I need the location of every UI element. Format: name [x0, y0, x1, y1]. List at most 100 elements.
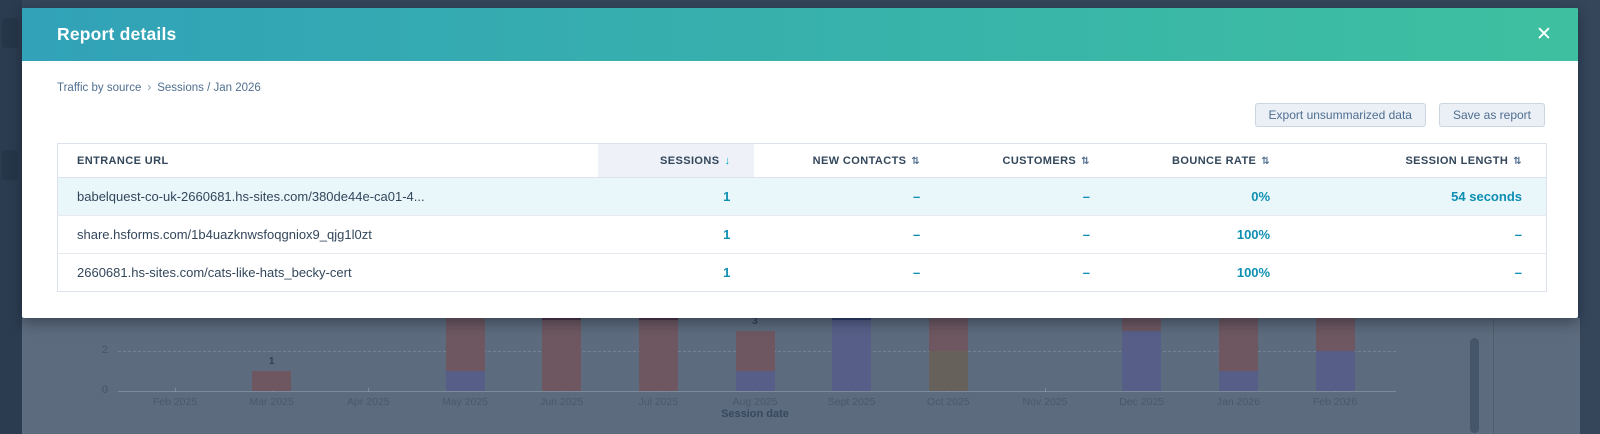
sidebar-hint — [2, 18, 18, 48]
bar-segment-red — [1122, 318, 1162, 331]
close-button[interactable]: ✕ — [1530, 21, 1558, 49]
bar-segment-maroon — [638, 318, 678, 320]
month-label: Dec 2025 — [1119, 396, 1165, 408]
table-row: share.hsforms.com/1b4uazknwsfoqgniox9_qj… — [57, 215, 1547, 254]
col-header-new-contacts[interactable]: NEW CONTACTS ⇅ — [754, 143, 945, 178]
cell-entrance-url: 2660681.hs-sites.com/cats-like-hats_beck… — [57, 253, 599, 292]
col-header-customers[interactable]: CUSTOMERS ⇅ — [944, 143, 1114, 178]
month-label: Sept 2025 — [827, 396, 876, 408]
export-unsummarized-data-button[interactable]: Export unsummarized data — [1254, 103, 1426, 127]
session-length-value[interactable]: 54 seconds — [1451, 189, 1522, 204]
cell-customers: – — [944, 253, 1114, 292]
sessions-link[interactable]: 1 — [723, 189, 731, 204]
sessions-link[interactable]: 1 — [723, 265, 731, 280]
breadcrumb-parent-link[interactable]: Traffic by source — [57, 82, 142, 94]
close-icon: ✕ — [1536, 24, 1552, 45]
bar-segment-red — [252, 371, 292, 391]
cell-bounce-rate: 100% — [1113, 253, 1295, 292]
bar-segment-purple — [1315, 351, 1355, 391]
session-length-value[interactable]: – — [1514, 265, 1522, 280]
report-details-modal: Report details ✕ Traffic by source › Sessi… — [22, 8, 1578, 318]
cell-entrance-url: share.hsforms.com/1b4uazknwsfoqgniox9_qj… — [57, 215, 599, 254]
bar-segment-purple — [1218, 371, 1258, 391]
bounce-rate-value[interactable]: 0% — [1251, 189, 1271, 204]
bar-segment-red — [735, 331, 775, 371]
col-header-sessions[interactable]: SESSIONS ↓ — [598, 143, 755, 178]
sort-both-icon: ⇅ — [1261, 155, 1271, 167]
month-label: Nov 2025 — [1022, 396, 1068, 408]
bar-segment-navy — [832, 318, 872, 320]
breadcrumb: Traffic by source › Sessions / Jan 2026 — [57, 82, 261, 94]
month-label: Aug 2025 — [732, 396, 778, 408]
cell-bounce-rate: 0% — [1114, 178, 1294, 216]
month-label: Feb 2025 — [152, 396, 198, 408]
session-length-value[interactable]: – — [1514, 227, 1522, 242]
new-contacts-value[interactable]: – — [912, 189, 921, 204]
month-label: Oct 2025 — [927, 396, 970, 408]
new-contacts-value[interactable]: – — [912, 265, 921, 280]
month-label: Jan 2026 — [1216, 396, 1260, 408]
bar-segment-purple — [735, 371, 775, 391]
bar-segment-olive — [928, 351, 968, 391]
bar-segment-red — [1218, 318, 1258, 371]
cell-new-contacts: – — [754, 178, 944, 216]
cell-customers: – — [944, 215, 1114, 254]
customers-value[interactable]: – — [1082, 265, 1090, 280]
col-header-bounce-rate[interactable]: BOUNCE RATE ⇅ — [1113, 143, 1295, 178]
bar-segment-red — [1315, 318, 1355, 351]
bar-segment-red — [928, 318, 968, 351]
modal-title: Report details — [57, 24, 177, 44]
bar-segment-maroon — [542, 318, 582, 320]
bounce-rate-value[interactable]: 100% — [1236, 265, 1271, 280]
cell-session-length: – — [1294, 215, 1547, 254]
dimmed-left-nav — [0, 0, 22, 434]
sort-both-icon: ⇅ — [1513, 155, 1522, 167]
bounce-rate-value[interactable]: 100% — [1236, 227, 1271, 242]
sidebar-hint — [2, 150, 18, 180]
bar-segment-red — [445, 318, 485, 371]
background-chart-card: 2 0 Feb 2025 Mar 2025 1 Apr 2025 May 2025 Jun… — [22, 318, 1580, 434]
cell-sessions: 1 — [598, 215, 755, 254]
customers-value[interactable]: – — [1082, 189, 1090, 204]
x-axis-line — [118, 391, 1396, 392]
report-table-wrap: ENTRANCE URL SESSIONS ↓ NEW CONTACTS ⇅ CUS… — [57, 143, 1547, 292]
x-tick — [1045, 388, 1047, 392]
cell-new-contacts: – — [754, 215, 945, 254]
sessions-link[interactable]: 1 — [723, 227, 731, 242]
table-header-row: ENTRANCE URL SESSIONS ↓ NEW CONTACTS ⇅ CUS… — [57, 143, 1547, 178]
cell-new-contacts: – — [754, 253, 945, 292]
col-label: NEW CONTACTS — [812, 154, 907, 167]
month-label: Feb 2026 — [1312, 396, 1358, 408]
breadcrumb-current: Sessions / Jan 2026 — [157, 82, 261, 94]
cell-entrance-url: babelquest-co-uk-2660681.hs-sites.com/38… — [77, 189, 425, 204]
cell-session-length: 54 seconds — [1294, 178, 1546, 216]
month-label: Jun 2025 — [540, 396, 584, 408]
table-row: 2660681.hs-sites.com/cats-like-hats_beck… — [57, 253, 1547, 292]
col-label: ENTRANCE URL — [77, 154, 169, 167]
bar-segment-red — [542, 320, 582, 391]
bar-segment-purple — [1122, 331, 1162, 391]
save-as-report-button[interactable]: Save as report — [1438, 103, 1545, 127]
month-label: May 2025 — [441, 396, 489, 408]
bar-value-label: 1 — [268, 356, 275, 367]
new-contacts-value[interactable]: – — [912, 227, 921, 242]
col-header-entrance-url[interactable]: ENTRANCE URL — [57, 143, 599, 178]
x-tick — [368, 388, 370, 392]
cell-session-length: – — [1294, 253, 1547, 292]
month-label: Jul 2025 — [638, 396, 679, 408]
breadcrumb-separator: › — [147, 82, 152, 94]
scrollbar-thumb[interactable] — [1470, 338, 1479, 433]
x-axis-title: Session date — [721, 408, 789, 420]
cell-sessions: 1 — [598, 253, 755, 292]
cell-customers: – — [944, 178, 1114, 216]
month-label: Apr 2025 — [347, 396, 390, 408]
month-label: Mar 2025 — [249, 396, 294, 408]
col-label: CUSTOMERS — [1002, 154, 1077, 167]
col-header-session-length[interactable]: SESSION LENGTH ⇅ — [1294, 143, 1547, 178]
col-label: SESSION LENGTH — [1405, 154, 1509, 167]
modal-header: Report details ✕ — [22, 8, 1578, 61]
sort-both-icon: ⇅ — [1081, 155, 1090, 167]
bar-segment-purple — [832, 320, 872, 391]
sort-both-icon: ⇅ — [911, 155, 921, 167]
customers-value[interactable]: – — [1082, 227, 1090, 242]
